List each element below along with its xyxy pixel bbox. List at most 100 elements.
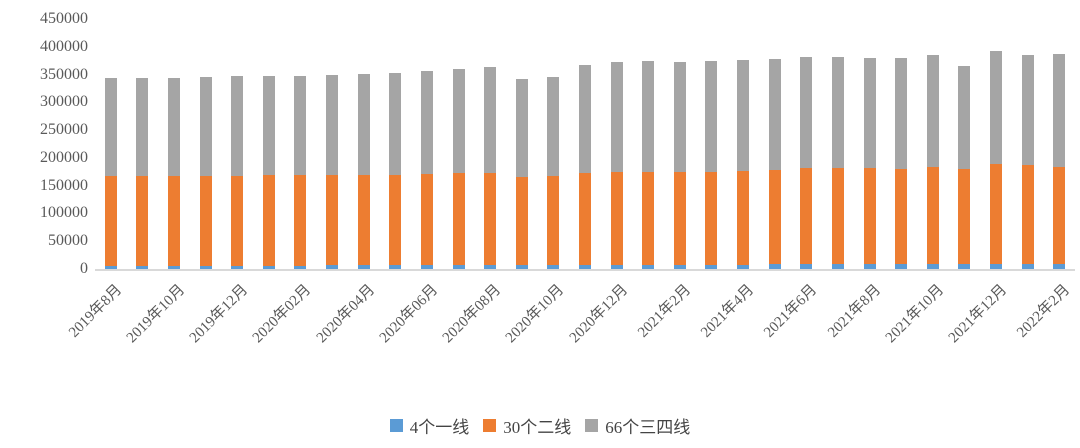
- bar-segment: [831, 167, 844, 265]
- bar-segment: [168, 176, 181, 266]
- x-tick-label: 2019年12月: [187, 281, 252, 347]
- bar-segment: [262, 265, 275, 269]
- bar-segment: [262, 76, 275, 176]
- bar-2022年2月: [1053, 54, 1066, 269]
- bar-segment: [452, 173, 465, 266]
- y-tick-label: 50000: [48, 232, 88, 250]
- legend-item: 66个三四线: [585, 413, 690, 438]
- x-tick-label: 2019年10月: [123, 281, 189, 347]
- bar-segment: [958, 65, 971, 170]
- bar-segment: [768, 58, 781, 170]
- bar-2021年1月: [642, 60, 655, 269]
- bar-segment: [104, 78, 117, 177]
- bar-segment: [958, 264, 971, 269]
- bar-segment: [199, 265, 212, 269]
- bar-2019年10月: [168, 77, 181, 269]
- bar-segment: [673, 61, 686, 173]
- legend-label: 4个一线: [409, 418, 470, 437]
- bar-segment: [705, 60, 718, 173]
- bar-segment: [515, 176, 528, 266]
- bar-segment: [989, 164, 1002, 264]
- bar-segment: [579, 64, 591, 174]
- y-tick-label: 100000: [40, 204, 88, 222]
- x-tick-label: 2021年4月: [698, 281, 758, 341]
- y-tick-label: 400000: [40, 37, 88, 55]
- bar-segment: [610, 264, 623, 269]
- bar-segment: [642, 60, 655, 172]
- bar-2021年6月: [800, 57, 813, 269]
- y-tick-label: 250000: [40, 121, 88, 139]
- y-tick-label: 300000: [40, 93, 88, 111]
- bar-2019年11月: [199, 77, 212, 269]
- bar-2019年9月: [136, 78, 149, 269]
- bar-2020年02月: [294, 75, 307, 269]
- bar-segment: [926, 264, 939, 269]
- bar-segment: [863, 57, 876, 169]
- bar-segment: [484, 173, 497, 266]
- bar-segment: [1021, 264, 1034, 269]
- bar-2021年8月: [863, 57, 876, 269]
- bar-segment: [800, 57, 813, 169]
- bar-2020年06月: [420, 71, 433, 269]
- bar-2020年01月: [262, 76, 275, 269]
- bar-segment: [642, 264, 655, 269]
- legend-swatch-icon: [585, 419, 599, 432]
- x-tick-label: 2022年2月: [1014, 281, 1074, 341]
- x-tick-label: 2020年04月: [313, 281, 378, 347]
- legend: 4个一线 30个二线 66个三四线: [0, 413, 1080, 438]
- bar-segment: [705, 172, 718, 265]
- plot-area: [95, 19, 1075, 271]
- x-tick-label: 2020年10月: [503, 281, 568, 347]
- bar-segment: [357, 73, 370, 175]
- bar-segment: [231, 265, 244, 269]
- x-tick-label: 2020年08月: [439, 281, 505, 347]
- bar-segment: [136, 78, 149, 177]
- bar-segment: [673, 264, 686, 269]
- bar-2019年8月: [104, 78, 117, 269]
- bar-2020年04月: [357, 73, 370, 269]
- bar-2021年3月: [705, 60, 718, 269]
- bar-segment: [199, 77, 212, 177]
- legend-label: 66个三四线: [605, 418, 691, 437]
- bar-segment: [800, 264, 813, 269]
- bar-segment: [294, 265, 307, 269]
- bar-segment: [326, 74, 339, 176]
- y-axis: 450000 400000 350000 300000 250000 200000 1500…: [0, 0, 88, 300]
- bar-2020年09月: [515, 78, 528, 269]
- bar-segment: [895, 58, 908, 170]
- bar-segment: [673, 172, 686, 265]
- bar-segment: [989, 264, 1002, 269]
- bar-segment: [294, 175, 307, 266]
- bar-segment: [579, 173, 591, 265]
- legend-label: 30个二线: [503, 418, 572, 437]
- bar-segment: [136, 265, 149, 269]
- bar-segment: [768, 169, 781, 265]
- bar-segment: [863, 168, 876, 265]
- bar-segment: [420, 71, 433, 175]
- bar-segment: [831, 56, 844, 168]
- y-tick-label: 200000: [40, 148, 88, 166]
- bar-segment: [231, 76, 244, 176]
- bar-segment: [989, 50, 1002, 165]
- bar-segment: [389, 175, 402, 266]
- bar-2021年10月: [926, 54, 939, 269]
- bar-2020年05月: [389, 73, 402, 269]
- x-tick-label: 2021年12月: [945, 281, 1011, 347]
- bar-segment: [326, 175, 339, 266]
- bar-segment: [768, 264, 781, 269]
- bar-2020年08月: [484, 66, 497, 269]
- x-tick-label: 2020年02月: [250, 281, 315, 347]
- bar-segment: [484, 66, 497, 174]
- bar-2020年12月: [610, 61, 623, 269]
- bar-2021年9月: [895, 58, 908, 269]
- bar-segment: [1053, 264, 1066, 269]
- y-tick-label: 150000: [40, 176, 88, 194]
- bar-segment: [926, 54, 939, 167]
- bar-segment: [168, 77, 181, 177]
- legend-swatch-icon: [389, 419, 403, 432]
- bar-segment: [926, 166, 939, 264]
- bar-segment: [1053, 166, 1066, 264]
- bar-segment: [1053, 54, 1066, 167]
- x-tick-label: 2021年2月: [634, 281, 694, 341]
